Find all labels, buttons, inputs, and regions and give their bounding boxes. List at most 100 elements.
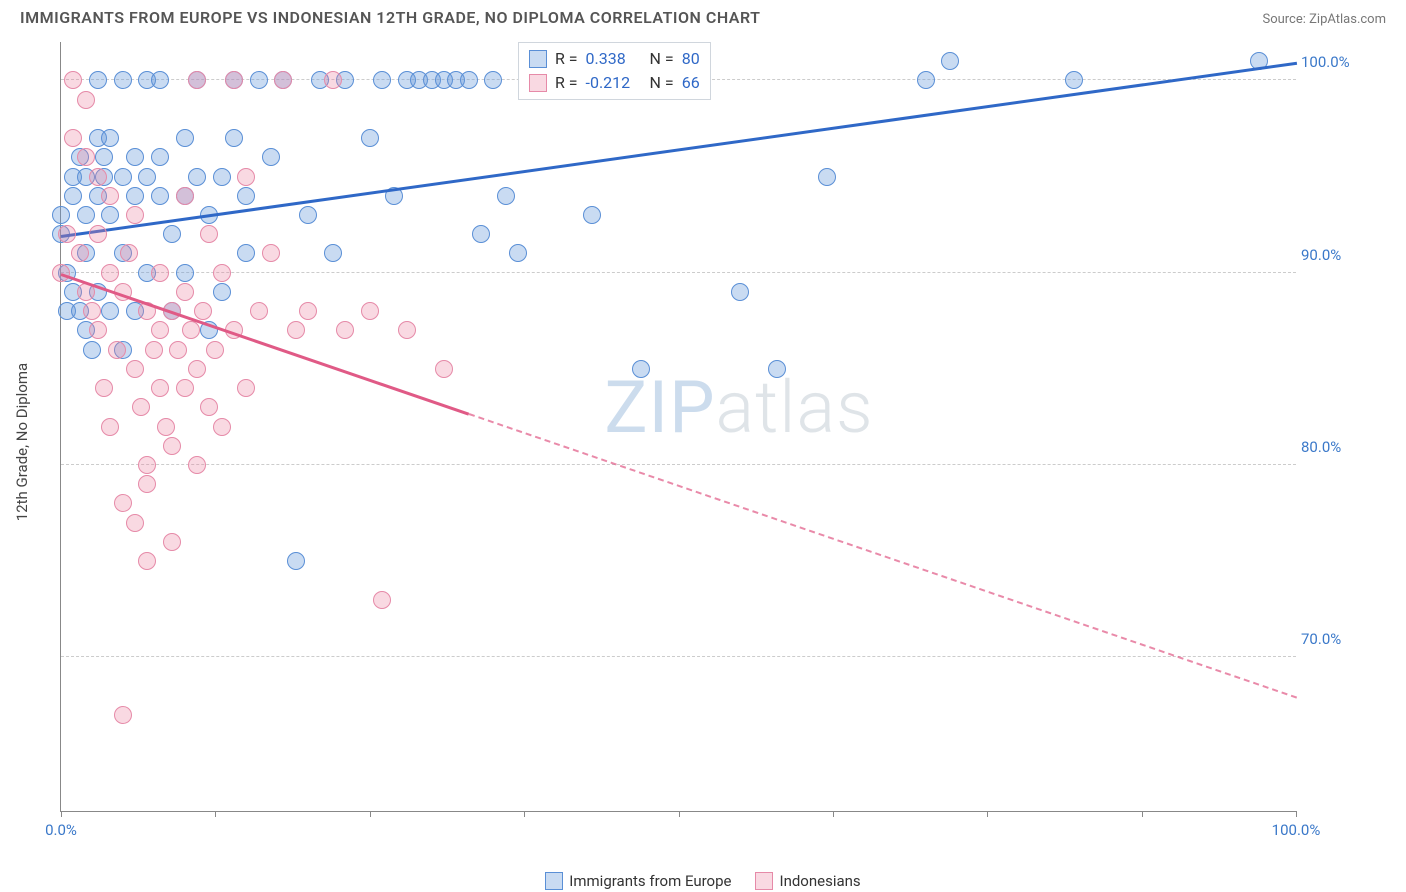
scatter-point-indonesians [71,244,89,262]
legend-swatch [755,872,773,890]
x-tick [833,811,834,817]
gridline [61,272,1296,273]
correlation-stats-box: R =0.338N =80R =-0.212N =66 [518,42,711,100]
bottom-legend: Immigrants from Europe Indonesians [0,872,1406,890]
scatter-point-europe [126,148,144,166]
scatter-point-europe [101,206,119,224]
scatter-point-europe [324,244,342,262]
scatter-point-indonesians [132,398,150,416]
scatter-point-europe [77,206,95,224]
stats-row-europe: R =0.338N =80 [529,47,700,71]
scatter-point-indonesians [176,283,194,301]
scatter-point-indonesians [114,494,132,512]
scatter-point-europe [151,148,169,166]
legend-swatch-indonesians [529,74,547,92]
scatter-point-europe [941,52,959,70]
scatter-point-indonesians [120,244,138,262]
legend-swatch-europe [529,50,547,68]
scatter-point-europe [126,187,144,205]
y-tick-label: 70.0% [1301,630,1381,648]
scatter-point-indonesians [58,225,76,243]
scatter-point-indonesians [138,552,156,570]
scatter-point-europe [509,244,527,262]
legend-label: Indonesians [779,872,860,890]
stat-r-value: -0.212 [586,71,642,95]
gridline [61,656,1296,657]
scatter-point-indonesians [64,71,82,89]
x-tick [370,811,371,817]
scatter-point-indonesians [163,533,181,551]
scatter-point-indonesians [213,418,231,436]
scatter-point-europe [472,225,490,243]
y-tick-label: 100.0% [1301,53,1381,71]
scatter-point-europe [768,360,786,378]
scatter-point-indonesians [157,418,175,436]
scatter-point-indonesians [138,475,156,493]
scatter-point-europe [250,71,268,89]
x-tick [679,811,680,817]
scatter-point-europe [64,187,82,205]
scatter-point-europe [299,206,317,224]
scatter-point-indonesians [163,437,181,455]
scatter-point-europe [138,168,156,186]
source-attribution: Source: ZipAtlas.com [1262,12,1386,27]
gridline [61,464,1296,465]
scatter-point-indonesians [151,264,169,282]
scatter-point-indonesians [169,341,187,359]
scatter-point-indonesians [213,264,231,282]
x-tick [61,811,62,817]
legend-swatch [545,872,563,890]
scatter-point-indonesians [361,302,379,320]
x-tick [987,811,988,817]
scatter-point-europe [484,71,502,89]
scatter-point-europe [163,225,181,243]
scatter-point-indonesians [89,168,107,186]
scatter-point-europe [83,341,101,359]
y-tick-label: 80.0% [1301,438,1381,456]
legend-label: Immigrants from Europe [569,872,731,890]
legend-item: Indonesians [755,872,860,890]
scatter-point-indonesians [206,341,224,359]
scatter-point-europe [460,71,478,89]
scatter-point-europe [101,129,119,147]
scatter-point-indonesians [95,379,113,397]
scatter-point-indonesians [188,456,206,474]
scatter-point-indonesians [188,360,206,378]
scatter-point-europe [151,71,169,89]
scatter-point-indonesians [250,302,268,320]
scatter-point-indonesians [225,71,243,89]
scatter-point-indonesians [324,71,342,89]
scatter-point-europe [237,244,255,262]
scatter-point-indonesians [101,418,119,436]
stat-r-label: R = [555,47,578,71]
plot-area: ZIPatlas 70.0%80.0%90.0%100.0%0.0%100.0%… [60,42,1296,812]
scatter-point-indonesians [237,379,255,397]
y-tick-label: 90.0% [1301,246,1381,264]
scatter-point-indonesians [237,168,255,186]
scatter-point-europe [188,168,206,186]
scatter-point-indonesians [83,302,101,320]
scatter-point-indonesians [398,321,416,339]
stat-n-value: 80 [682,47,700,71]
scatter-point-indonesians [336,321,354,339]
scatter-point-europe [213,168,231,186]
watermark: ZIPatlas [604,365,873,450]
scatter-point-europe [114,71,132,89]
scatter-point-indonesians [287,321,305,339]
scatter-point-indonesians [176,379,194,397]
scatter-point-europe [213,283,231,301]
scatter-point-indonesians [108,341,126,359]
scatter-point-indonesians [89,321,107,339]
stat-n-value: 66 [682,71,700,95]
stats-row-indonesians: R =-0.212N =66 [529,71,700,95]
scatter-point-europe [89,71,107,89]
scatter-point-indonesians [126,360,144,378]
scatter-point-indonesians [373,591,391,609]
scatter-point-europe [225,129,243,147]
x-tick [524,811,525,817]
scatter-point-europe [373,71,391,89]
scatter-point-indonesians [188,71,206,89]
scatter-point-indonesians [77,148,95,166]
scatter-point-indonesians [299,302,317,320]
scatter-point-indonesians [89,225,107,243]
